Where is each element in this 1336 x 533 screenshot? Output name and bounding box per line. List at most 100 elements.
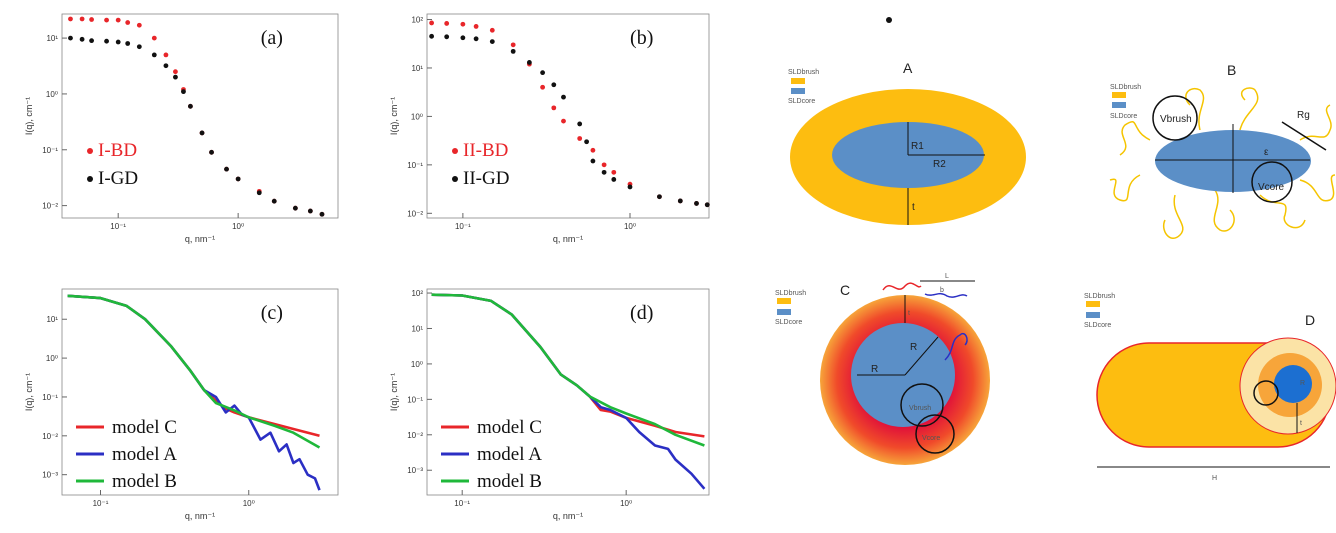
diagram-label: R1 <box>911 141 924 152</box>
data-point <box>577 121 583 127</box>
data-point <box>292 205 298 211</box>
legend-label: model A <box>477 444 542 465</box>
diagram-label: H <box>1212 475 1217 482</box>
data-point <box>136 22 142 28</box>
model-line <box>67 294 321 449</box>
y-axis-label: I(q), cm⁻¹ <box>389 373 399 411</box>
diagram-shape <box>1086 301 1100 307</box>
diagram-label: b <box>940 287 944 294</box>
y-axis-label: I(q), cm⁻¹ <box>24 97 34 135</box>
legend-marker <box>452 148 458 154</box>
legend-label: model A <box>112 444 177 465</box>
x-tick-label: 10⁰ <box>232 222 244 231</box>
diagram-title: C <box>840 282 850 298</box>
diagram-shape <box>1253 380 1279 406</box>
x-axis-label: q, nm⁻¹ <box>553 511 583 521</box>
diagram-shape <box>1274 365 1312 403</box>
y-tick-label: 10⁰ <box>411 360 423 369</box>
y-tick-label: 10⁻² <box>407 431 423 440</box>
data-point <box>590 147 596 153</box>
legend-text: SLDbrush <box>1110 84 1141 91</box>
y-tick-label: 10⁻¹ <box>42 146 58 155</box>
data-point <box>694 201 699 206</box>
diagram-shape <box>915 414 955 454</box>
data-point <box>151 52 157 58</box>
data-point <box>271 198 277 204</box>
x-axis-label: q, nm⁻¹ <box>185 234 215 244</box>
diagram-shape <box>1112 102 1126 108</box>
diagram-shape <box>1185 88 1205 131</box>
data-point <box>561 118 566 124</box>
y-tick-label: 10² <box>411 16 423 25</box>
data-point <box>68 16 73 22</box>
data-point <box>104 17 109 23</box>
y-tick-label: 10² <box>411 289 423 298</box>
y-tick-label: 10¹ <box>46 315 58 324</box>
diagram-label: L <box>945 273 949 280</box>
diagram-shape <box>791 78 805 84</box>
model-line <box>431 293 705 438</box>
diagram-shape <box>1109 174 1141 202</box>
diagram-shape <box>1109 87 1336 240</box>
x-tick-label: 10⁻¹ <box>455 222 471 231</box>
diagram-label: Vbrush <box>1160 114 1192 125</box>
diagram-label: t <box>1300 420 1302 427</box>
diagram-label: t <box>908 310 910 317</box>
data-point <box>163 52 169 58</box>
diagram-shape <box>1213 189 1235 232</box>
diagram-shape <box>900 383 944 427</box>
legend-marker <box>452 176 458 182</box>
data-point <box>188 103 193 109</box>
diagram-shape <box>1299 104 1332 141</box>
data-point <box>611 169 617 175</box>
data-point <box>540 84 546 90</box>
data-point <box>136 44 142 50</box>
data-point <box>460 21 466 27</box>
data-point <box>489 27 495 33</box>
data-point <box>79 36 85 42</box>
diagram-label: R <box>1300 380 1305 387</box>
panel-label: (d) <box>630 302 653 324</box>
diagram-label: Rg <box>1297 110 1310 121</box>
data-point <box>115 39 121 45</box>
diagram-shape <box>1251 161 1293 203</box>
legend-label: II-BD <box>463 140 508 161</box>
data-point <box>577 136 583 141</box>
data-point <box>590 158 596 164</box>
data-point <box>460 35 466 41</box>
y-tick-label: 10¹ <box>411 324 423 333</box>
diagram-shape <box>924 292 968 298</box>
data-point <box>601 162 607 168</box>
diagram-shape <box>904 336 939 376</box>
diagram-shape <box>882 282 922 291</box>
data-point <box>104 38 109 44</box>
model-line <box>67 294 321 491</box>
legend-marker <box>87 176 93 182</box>
model-line <box>431 293 705 447</box>
diagram-shape <box>1163 194 1184 240</box>
x-tick-label: 10⁻¹ <box>93 499 109 508</box>
data-point <box>551 82 557 88</box>
diagram-shape <box>1299 174 1336 202</box>
y-tick-label: 10¹ <box>411 64 423 73</box>
data-point <box>584 139 590 145</box>
legend-text: SLDbrush <box>1084 293 1115 300</box>
data-point <box>256 190 262 196</box>
data-point <box>209 149 214 155</box>
diagram-shape <box>944 333 968 361</box>
plot-frame <box>61 13 339 219</box>
data-point <box>224 166 229 172</box>
plot-frame <box>61 288 339 496</box>
y-tick-label: 10⁻² <box>42 202 58 211</box>
legend-label: model B <box>112 471 177 492</box>
diagram-label: Vcore <box>922 435 940 442</box>
diagram-title: A <box>903 60 913 76</box>
panel-label: (a) <box>261 27 283 49</box>
diagram-title: D <box>1305 312 1315 328</box>
y-tick-label: 10⁻² <box>42 432 58 441</box>
data-point <box>510 42 516 48</box>
y-axis-label: I(q), cm⁻¹ <box>389 97 399 135</box>
data-point <box>319 211 325 217</box>
diagram-label: t <box>912 202 915 213</box>
diagram-shape <box>1152 95 1198 141</box>
